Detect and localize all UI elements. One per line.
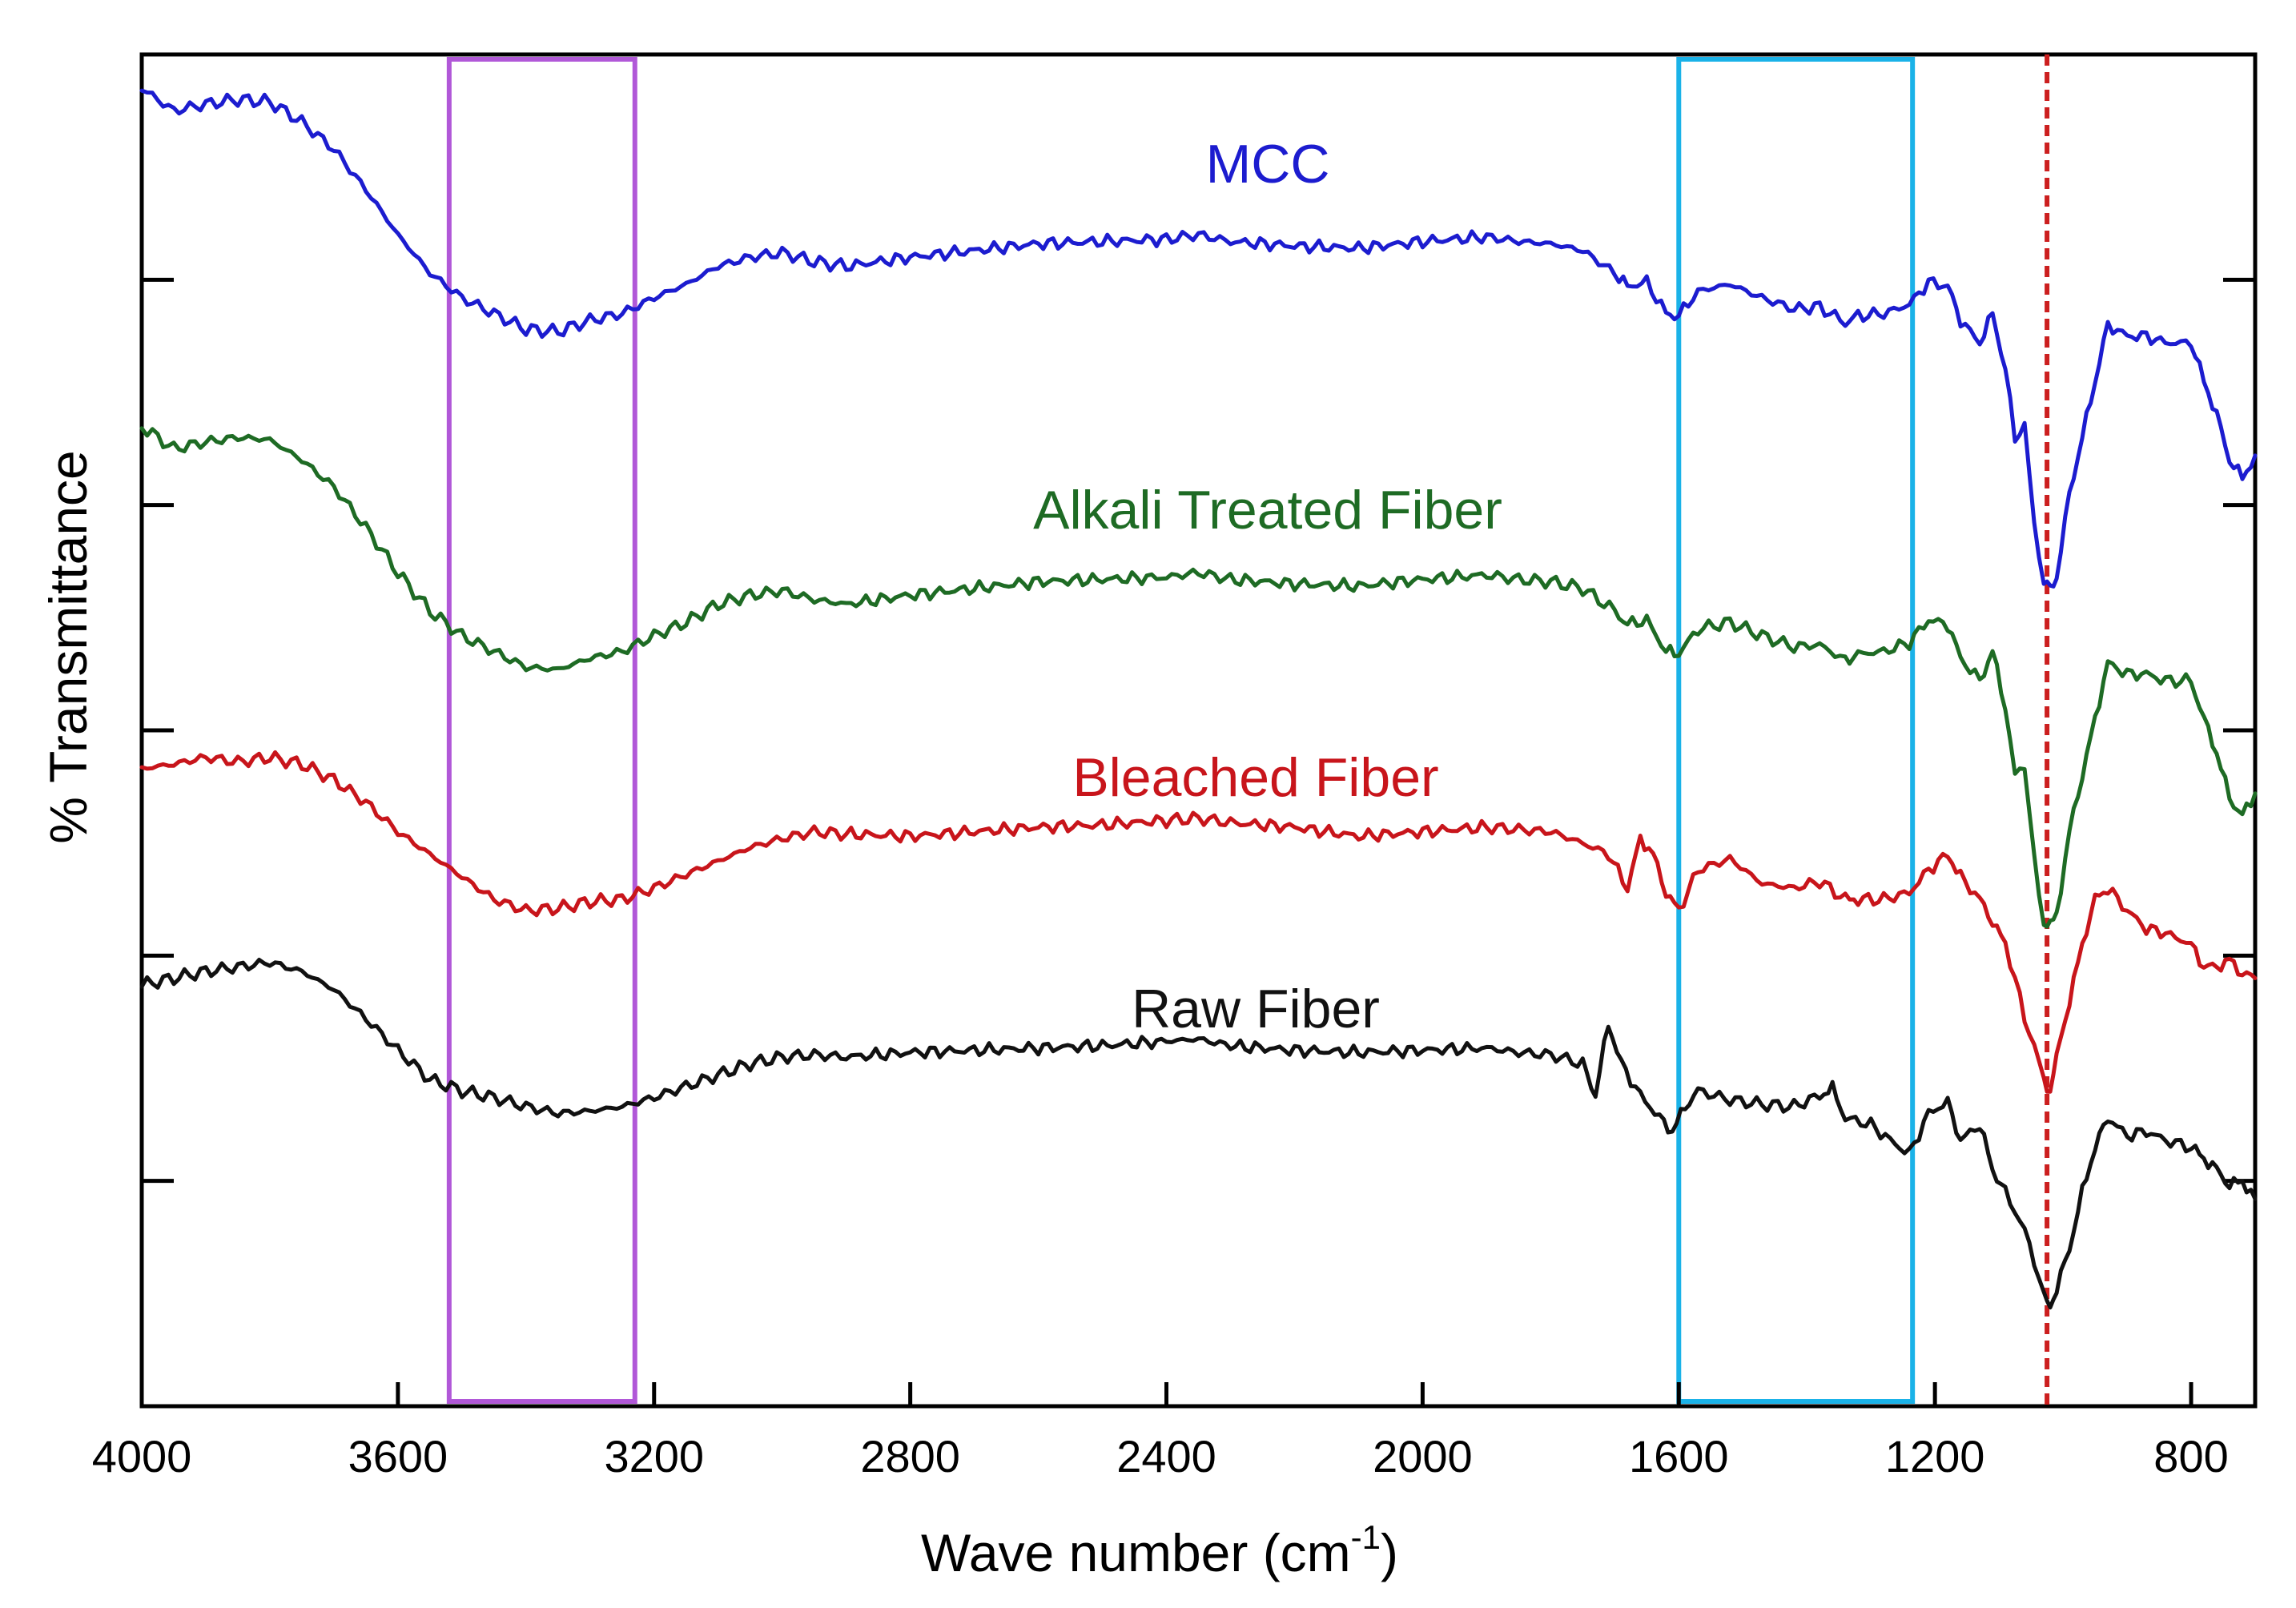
x-tick-label: 1200 [1885, 1431, 1985, 1481]
highlight-region-2 [1676, 57, 1916, 1404]
x-tick-label: 2800 [860, 1431, 960, 1481]
x-tick-label: 3600 [348, 1431, 448, 1481]
x-axis-title: Wave number (cm-1) [921, 1518, 1398, 1582]
x-axis-ticks: 4000 3600 3200 2800 2400 2000 1600 1200 800 [92, 1382, 2229, 1481]
x-tick-label: 4000 [92, 1431, 192, 1481]
series-label-bleached-fiber: Bleached Fiber [1072, 747, 1438, 808]
y-axis-title: % Transmittance [38, 450, 98, 844]
y-axis-ticks [142, 277, 2255, 1184]
highlight-regions [446, 57, 1916, 1404]
x-tick-label: 2400 [1116, 1431, 1216, 1481]
series-label-raw-fiber: Raw Fiber [1132, 979, 1380, 1039]
series-group [139, 88, 2258, 1310]
series-label-alkali-treated-fiber: Alkali Treated Fiber [1033, 480, 1502, 541]
series-line-raw-fiber [139, 958, 2258, 1310]
x-tick-label: 1600 [1629, 1431, 1729, 1481]
series-line-alkali-treated-fiber [139, 426, 2258, 929]
x-tick-label: 3200 [604, 1431, 704, 1481]
highlight-region-1 [446, 57, 637, 1404]
x-tick-label: 2000 [1373, 1431, 1473, 1481]
series-line-bleached-fiber [139, 750, 2258, 1094]
series-label-mcc: MCC [1206, 134, 1330, 195]
x-tick-label: 800 [2153, 1431, 2228, 1481]
series-line-mcc [139, 88, 2258, 589]
plot-frame [139, 52, 2258, 1409]
